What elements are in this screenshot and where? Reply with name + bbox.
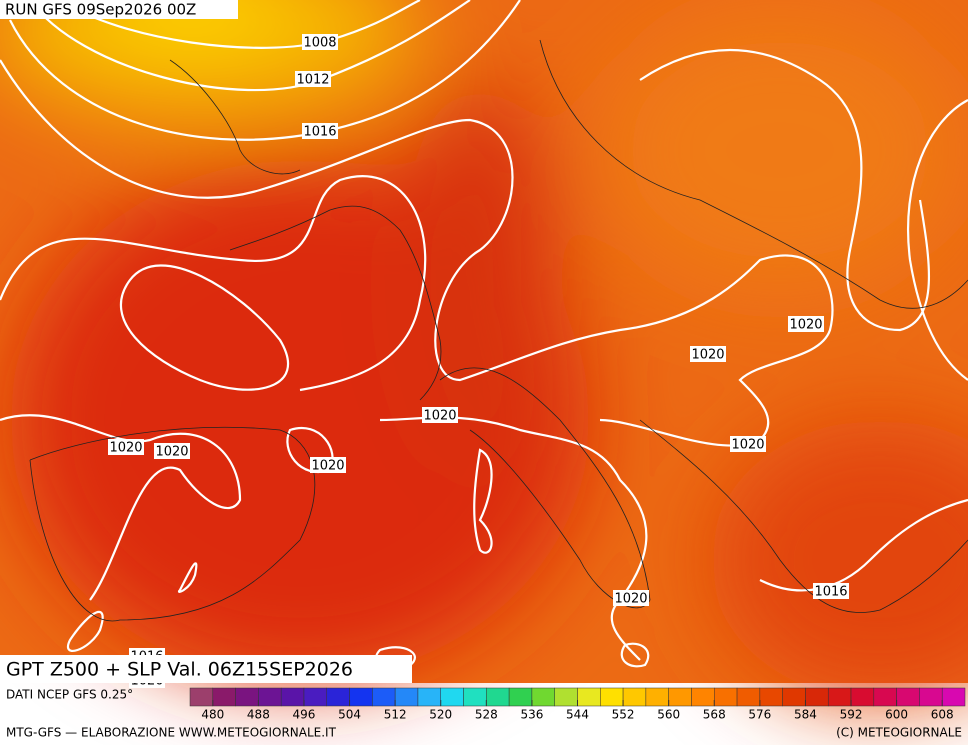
label-text: 1020 <box>691 348 724 363</box>
tick-label: 536 <box>520 708 543 722</box>
label-box <box>108 439 144 455</box>
color-swatch <box>280 687 305 707</box>
product-box <box>0 655 412 683</box>
colorbar: 480 488 496 504 512 520 528 536 544 552 560 568 576 5… <box>189 687 966 722</box>
label-text: 1020 <box>155 445 188 460</box>
tick-label: 520 <box>429 708 452 722</box>
color-swatch <box>349 687 373 707</box>
label-text: 1020 <box>614 592 647 607</box>
color-swatch <box>850 687 875 707</box>
isobar-label: 1020 <box>690 346 726 363</box>
color-swatch <box>805 687 829 707</box>
tick-label: 528 <box>475 708 498 722</box>
tick-label: 496 <box>293 708 316 722</box>
color-swatch <box>440 687 464 707</box>
label-box <box>154 443 190 459</box>
tick-label: 544 <box>566 708 589 722</box>
color-swatch <box>714 687 738 707</box>
color-swatch <box>554 687 578 707</box>
tick-label: 568 <box>703 708 726 722</box>
label-box <box>730 436 766 452</box>
color-swatch <box>486 687 510 707</box>
product-label: GPT Z500 + SLP Val. 06Z15SEP2026 <box>6 659 353 681</box>
tick-label: 512 <box>384 708 407 722</box>
label-box <box>613 590 649 606</box>
label-box <box>302 123 338 139</box>
color-swatch <box>508 687 533 707</box>
label-text: 1020 <box>311 459 344 474</box>
isobar-label: 1016 <box>813 583 849 600</box>
label-text: 1020 <box>731 438 764 453</box>
color-swatch <box>189 687 214 707</box>
isobar-label: 1020 <box>613 590 649 607</box>
color-swatch <box>896 687 920 707</box>
label-text: 1008 <box>303 36 336 51</box>
label-box <box>813 583 849 599</box>
color-swatch <box>258 687 282 707</box>
color-swatch <box>577 687 601 707</box>
color-swatch <box>212 687 236 707</box>
color-swatch <box>736 687 761 707</box>
isobar-label: 1012 <box>295 71 331 88</box>
label-text: 1016 <box>814 585 847 600</box>
color-swatch <box>372 687 396 707</box>
label-box <box>295 71 331 87</box>
tick-label: 576 <box>748 708 771 722</box>
color-swatch <box>668 687 692 707</box>
color-swatch <box>326 687 350 707</box>
footer-right: (C) METEOGIORNALE <box>836 726 962 740</box>
label-text: 1012 <box>296 73 329 88</box>
tick-label: 504 <box>338 708 361 722</box>
color-swatch <box>235 687 259 707</box>
label-box <box>422 407 458 423</box>
run-label: RUN GFS 09Sep2026 00Z <box>5 1 196 19</box>
color-swatch <box>873 687 897 707</box>
label-text: 1016 <box>303 125 336 140</box>
label-box <box>302 34 338 50</box>
color-swatch <box>463 687 487 707</box>
isobar-label: 1020 <box>788 316 824 333</box>
tick-label: 488 <box>247 708 270 722</box>
tick-label: 584 <box>794 708 817 722</box>
tick-label: 560 <box>657 708 680 722</box>
tick-label: 608 <box>931 708 954 722</box>
isobar-label: 1016 <box>302 123 338 140</box>
color-swatch <box>827 687 852 707</box>
color-swatch <box>394 687 419 707</box>
color-swatch <box>303 687 328 707</box>
color-swatch <box>600 687 624 707</box>
tick-label: 552 <box>612 708 635 722</box>
color-swatch <box>759 687 783 707</box>
color-swatch <box>622 687 647 707</box>
label-text: 1020 <box>423 409 456 424</box>
isobar-label: 1020 <box>422 407 458 424</box>
color-swatch <box>941 687 966 707</box>
isobar-label: 1020 <box>154 443 190 460</box>
footer-left: MTG-GFS — ELABORAZIONE WWW.METEOGIORNALE… <box>6 726 337 740</box>
run-box <box>0 0 238 19</box>
source-label: DATI NCEP GFS 0.25° <box>6 688 133 702</box>
isobar-label: 1020 <box>310 457 346 474</box>
tick-label: 600 <box>885 708 908 722</box>
color-swatch <box>645 687 669 707</box>
label-text: 1020 <box>109 441 142 456</box>
coastlines <box>29 39 968 622</box>
color-swatch <box>691 687 715 707</box>
color-swatch <box>919 687 943 707</box>
isobar-label: 1020 <box>108 439 144 456</box>
color-swatch <box>531 687 555 707</box>
map: 1008 1012 1016 1020 1020 1020 1020 1020 1020 1020… <box>0 0 968 700</box>
color-swatch <box>417 687 441 707</box>
tick-label: 592 <box>840 708 863 722</box>
label-box <box>788 316 824 332</box>
color-swatch <box>782 687 806 707</box>
isobar-label: 1020 <box>730 436 766 453</box>
label-box <box>310 457 346 473</box>
label-box <box>690 346 726 362</box>
isobar-label: 1008 <box>302 34 338 51</box>
tick-label: 480 <box>201 708 224 722</box>
label-text: 1020 <box>789 318 822 333</box>
